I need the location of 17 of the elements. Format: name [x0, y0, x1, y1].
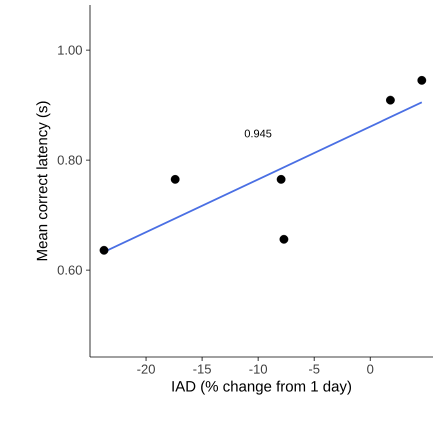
point [170, 174, 180, 184]
x-axis-title: IAD (% change from 1 day) [172, 380, 351, 395]
x-tick-label: -15 [193, 364, 211, 374]
point [386, 96, 395, 105]
annotation: 0.945 [244, 130, 272, 138]
x-tick-label: -5 [308, 364, 320, 374]
point [276, 174, 286, 184]
point [280, 234, 288, 244]
y-tick-label: 1.00 [58, 45, 82, 55]
y-axis-title: Mean correct latency (s) [36, 102, 50, 260]
y-tick-label: 0.60 [58, 265, 82, 275]
x-tick-label: 0 [367, 364, 374, 374]
point [100, 246, 108, 255]
y-tick-label: 0.80 [58, 155, 82, 165]
x-tick-label: -10 [249, 364, 268, 374]
x-tick-label: -20 [137, 364, 155, 374]
point [417, 76, 426, 85]
